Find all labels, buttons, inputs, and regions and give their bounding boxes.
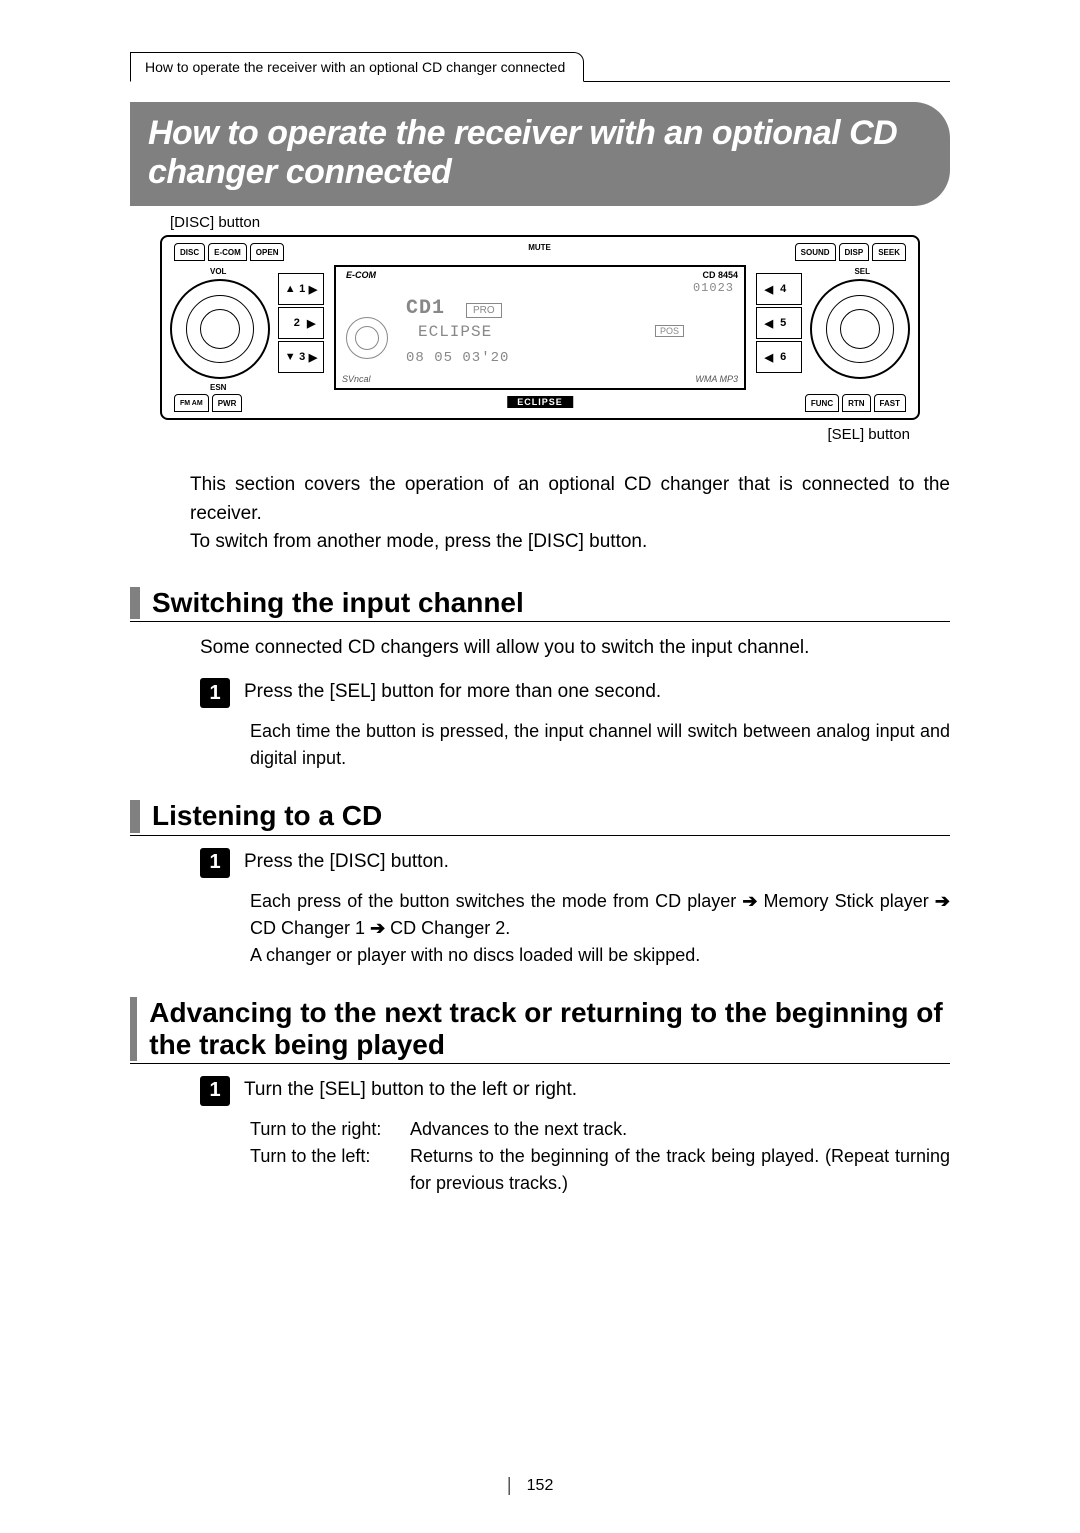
screen-pos: POS [655,325,684,337]
body-text: Each press of the button switches the mo… [250,891,742,911]
section-bar [130,997,137,1061]
screen-pro: PRO [466,303,502,318]
callout-disc: [DISC] button [170,214,950,231]
section-heading-2: Listening to a CD [130,800,950,835]
btn-disp: DISP [839,243,870,261]
page-title: How to operate the receiver with an opti… [130,102,950,206]
screen-br: WMA MP3 [695,374,738,384]
preset-1: ▲1▶ [278,273,324,305]
arrow-icon: ➔ [370,918,385,938]
step-instruction: Turn the [SEL] button to the left or rig… [244,1076,577,1106]
btn-open: OPEN [250,243,285,261]
screen-text: ECLIPSE [418,323,492,341]
callout-sel: [SEL] button [130,426,910,443]
screen-bl: SVncal [342,374,371,384]
intro-line-1: This section covers the operation of an … [190,471,950,528]
btn-rtn: RTN [842,394,870,412]
device-diagram: DISC E-COM OPEN MUTE SOUND DISP SEEK VOL… [160,235,920,420]
brand-strip: ECLIPSE [507,396,573,408]
section-3-step: 1 Turn the [SEL] button to the left or r… [200,1076,950,1106]
page-number: 152 [527,1477,554,1495]
intro-text: This section covers the operation of an … [190,471,950,557]
screen-clock: 01023 [693,281,734,295]
btn-disc: DISC [174,243,205,261]
label-mute: MUTE [528,243,551,267]
preset-right-col: ◀4 ◀5 ◀6 [756,273,802,373]
def-term: Turn to the right: [250,1116,410,1143]
preset-3: ▼3▶ [278,341,324,373]
section-title-1: Switching the input channel [152,587,524,619]
screen-brand: E-COM [346,270,376,280]
def-value: Returns to the beginning of the track be… [410,1143,950,1197]
lcd-screen: E-COM CD 8454 01023 CD1 PRO ECLIPSE POS … [334,265,746,390]
screen-track: 08 05 03'20 [406,350,509,366]
label-sel: SEL [854,267,870,276]
section-bar [130,800,140,832]
screen-cd-label: CD1 [406,297,445,320]
section-1-body: Each time the button is pressed, the inp… [250,718,950,772]
section-3-defs: Turn to the right: Advances to the next … [250,1116,950,1197]
section-bar [130,587,140,619]
def-value: Advances to the next track. [410,1116,950,1143]
sel-knob [810,279,910,379]
preset-2: 2▶ [278,307,324,339]
header-tab: How to operate the receiver with an opti… [130,52,584,82]
screen-model: CD 8454 [702,270,738,280]
body-text: CD Changer 1 [250,918,370,938]
section-heading-3: Advancing to the next track or returning… [130,997,950,1064]
preset-left-col: ▲1▶ 2▶ ▼3▶ [278,273,324,373]
preset-6: ◀6 [756,341,802,373]
section-heading-1: Switching the input channel [130,587,950,622]
section-title-3: Advancing to the next track or returning… [149,997,950,1061]
header-tab-bar: How to operate the receiver with an opti… [130,50,950,82]
section-1-step: 1 Press the [SEL] button for more than o… [200,678,950,708]
step-instruction: Press the [DISC] button. [244,848,449,878]
btn-ecom: E-COM [208,243,247,261]
step-number: 1 [200,678,230,708]
btn-fast: FAST [874,394,906,412]
preset-5: ◀5 [756,307,802,339]
section-2-step: 1 Press the [DISC] button. [200,848,950,878]
btn-fmam: FM AM [174,394,209,412]
step-instruction: Press the [SEL] button for more than one… [244,678,661,708]
btn-sound: SOUND [795,243,836,261]
section-title-2: Listening to a CD [152,800,382,832]
step-number: 1 [200,1076,230,1106]
btn-seek: SEEK [872,243,906,261]
label-vol: VOL [210,267,226,276]
screen-dial-icon [346,317,388,359]
section-2-body: Each press of the button switches the mo… [250,888,950,969]
step-number: 1 [200,848,230,878]
body-text: A changer or player with no discs loaded… [250,945,700,965]
section-1-intro: Some connected CD changers will allow yo… [200,634,950,663]
def-term: Turn to the left: [250,1143,410,1197]
arrow-icon: ➔ [742,891,757,911]
btn-pwr: PWR [212,394,243,412]
label-esn: ESN [210,383,226,392]
arrow-icon: ➔ [935,891,950,911]
body-text: CD Changer 2. [390,918,510,938]
preset-4: ◀4 [756,273,802,305]
volume-knob [170,279,270,379]
btn-func: FUNC [805,394,839,412]
body-text: Memory Stick player [764,891,935,911]
intro-line-2: To switch from another mode, press the [… [190,528,950,557]
